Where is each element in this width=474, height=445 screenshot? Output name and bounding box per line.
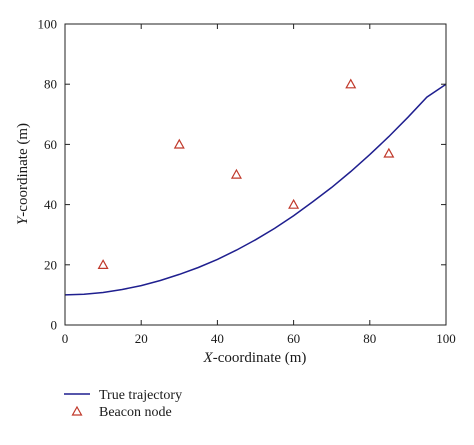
axes: 0 20 40 60 80 100 0 20 40 60 80 100 bbox=[38, 17, 456, 347]
x-tick-label: 80 bbox=[363, 331, 376, 346]
beacon-node-marker bbox=[230, 168, 242, 179]
beacon-node-marker bbox=[173, 138, 185, 149]
axis-labels: X-coordinate (m) Y-coordinate (m) bbox=[15, 123, 306, 366]
y-axis-label-text: -coordinate (m) bbox=[15, 123, 31, 217]
y-axis-label: Y-coordinate (m) bbox=[15, 123, 31, 225]
beacon-node-marker bbox=[345, 78, 357, 89]
y-axis-label-variable: Y bbox=[15, 215, 31, 225]
legend-label-true-trajectory: True trajectory bbox=[99, 388, 182, 403]
y-tick-label: 80 bbox=[44, 77, 57, 92]
y-tick-label: 0 bbox=[51, 318, 58, 333]
plot-area bbox=[64, 78, 447, 296]
y-tick-label: 100 bbox=[38, 17, 58, 32]
beacon-node-marker bbox=[97, 259, 109, 269]
series-line-true-trajectory bbox=[64, 83, 447, 296]
x-axis-label-variable: X bbox=[203, 350, 214, 366]
x-tick-label: 40 bbox=[211, 331, 224, 346]
x-tick-label: 60 bbox=[287, 331, 300, 346]
x-tick-label: 0 bbox=[62, 331, 69, 346]
beacon-node-marker bbox=[288, 198, 300, 209]
y-tick-label: 40 bbox=[44, 197, 57, 212]
x-axis-label: X-coordinate (m) bbox=[203, 350, 307, 366]
beacon-node-marker bbox=[383, 147, 395, 158]
x-axis-label-text: -coordinate (m) bbox=[213, 350, 307, 366]
y-tick-label: 60 bbox=[44, 137, 57, 152]
legend-item-true-trajectory: True trajectory bbox=[64, 388, 182, 403]
legend-label-beacon-node: Beacon node bbox=[99, 405, 172, 420]
legend: True trajectory Beacon node bbox=[64, 388, 182, 420]
legend-item-beacon-node: Beacon node bbox=[71, 405, 172, 420]
legend-triangle-marker bbox=[71, 405, 83, 416]
x-tick-label: 100 bbox=[436, 331, 456, 346]
x-tick-label: 20 bbox=[135, 331, 148, 346]
y-tick-label: 20 bbox=[44, 257, 57, 272]
plot-frame bbox=[64, 23, 447, 326]
